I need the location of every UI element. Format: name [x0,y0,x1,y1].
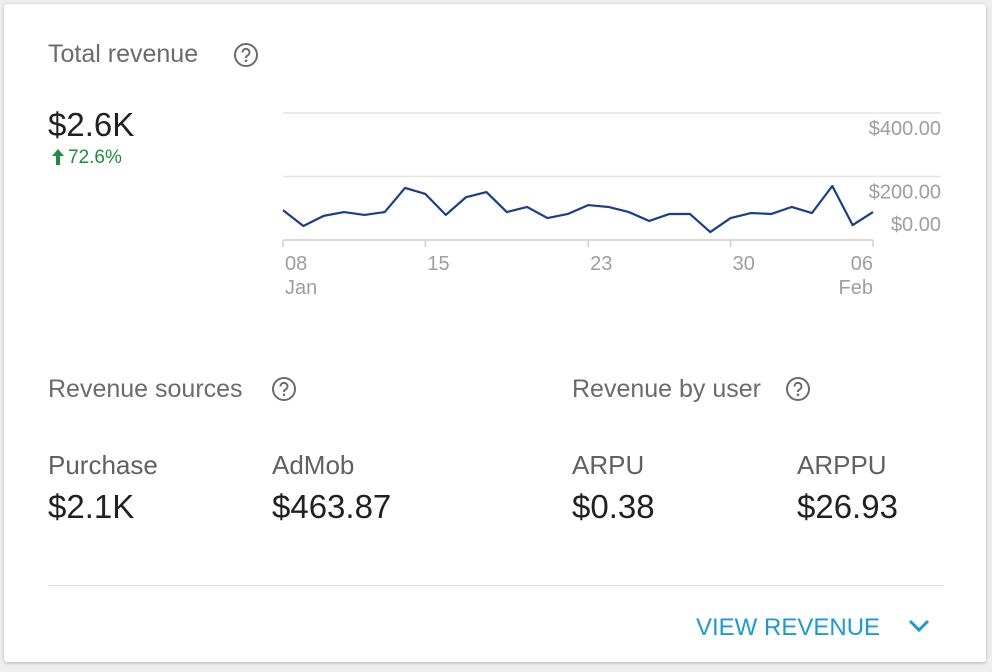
x-tick-month: Feb [839,277,873,299]
metric-value: $2.1K [48,488,135,525]
metric-value: $463.87 [272,488,392,525]
metric-value: $0.38 [572,488,655,525]
revenue-card: Total revenue $2.6K 72.6% $0.00 $200.00 $4… [4,4,986,662]
metric-label: Purchase [48,450,158,480]
expand-chevron[interactable] [906,616,932,636]
help-icon[interactable] [233,42,259,68]
x-tick-label: 06 [851,253,873,275]
y-tick-label: $0.00 [891,214,941,236]
x-tick-label: 30 [733,253,755,275]
help-icon[interactable] [271,376,297,402]
total-value: $2.6K [48,106,135,143]
metric-label: AdMob [272,450,355,480]
help-icon[interactable] [785,376,811,402]
metric-label: ARPU [572,450,645,480]
metric-label: ARPPU [797,450,887,480]
revenue-line [282,184,874,234]
up-arrow [52,149,64,165]
view-revenue-button[interactable]: VIEW REVENUE [696,614,881,641]
x-tick-label: 08 [285,253,307,275]
x-tick-month: Jan [285,277,317,299]
y-tick-label: $400.00 [869,118,941,140]
change-value: 72.6% [68,147,122,168]
card-title: Total revenue [48,40,199,68]
divider [48,585,944,586]
metric-value: $26.93 [797,488,898,525]
x-tick-label: 15 [427,253,449,275]
section-title: Revenue by user [572,375,762,403]
x-tick-label: 23 [590,253,612,275]
y-tick-label: $200.00 [869,182,941,204]
section-title: Revenue sources [48,375,243,403]
